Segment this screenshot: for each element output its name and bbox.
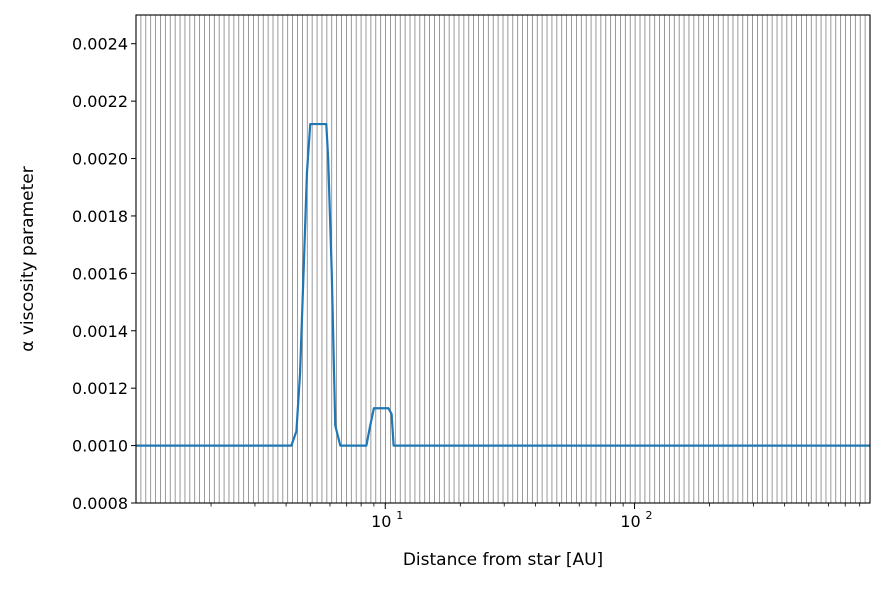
y-tick-label: 0.0008 bbox=[72, 494, 128, 513]
y-tick-label: 0.0024 bbox=[72, 35, 128, 54]
x-tick-label-exponent: 1 bbox=[396, 509, 403, 522]
x-axis: 10 1 10 2 bbox=[210, 503, 861, 531]
grid-lines bbox=[135, 15, 871, 503]
plot-frame bbox=[135, 14, 871, 504]
y-tick-label: 0.0010 bbox=[72, 437, 128, 456]
plot-area bbox=[136, 122, 870, 447]
series-line bbox=[136, 122, 870, 447]
y-tick-label: 0.0018 bbox=[72, 207, 128, 226]
y-axis-label: α viscosity parameter bbox=[18, 166, 38, 351]
y-tick-label: 0.0022 bbox=[72, 92, 128, 111]
y-tick-label: 0.0014 bbox=[72, 322, 128, 341]
x-tick-label-exponent: 2 bbox=[646, 509, 653, 522]
x-tick-label: 10 bbox=[371, 512, 391, 531]
x-axis-label: Distance from star [AU] bbox=[403, 550, 603, 570]
y-tick-label: 0.0020 bbox=[72, 150, 128, 169]
y-tick-label: 0.0012 bbox=[72, 379, 128, 398]
x-tick-label: 10 bbox=[620, 512, 640, 531]
y-axis: 0.0008 0.0010 0.0012 0.0014 0.0016 0.0018 0.00… bbox=[72, 35, 136, 513]
y-tick-label: 0.0016 bbox=[72, 264, 128, 283]
